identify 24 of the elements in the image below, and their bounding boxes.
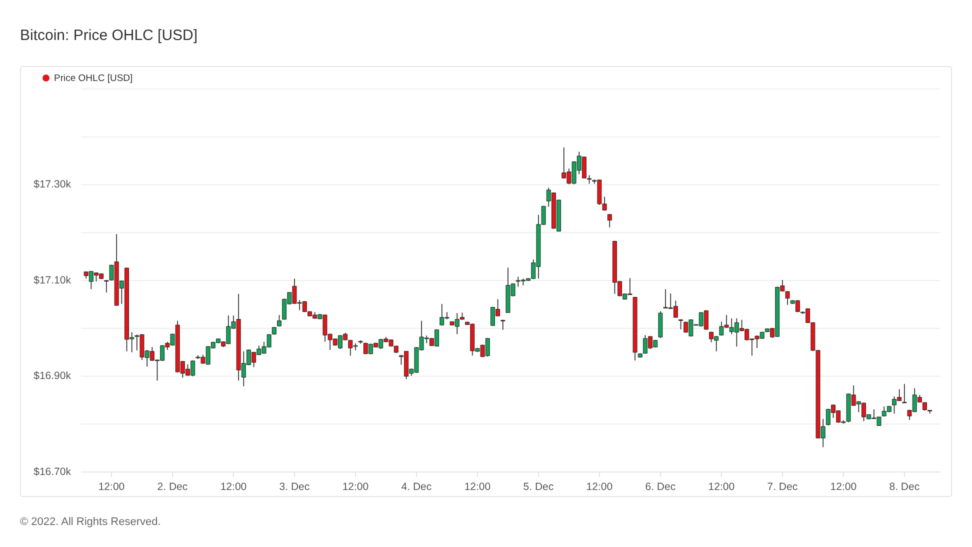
x-tick-label: 12:00 <box>342 480 369 493</box>
x-tick-label: 5. Dec <box>523 480 554 493</box>
x-tick-label: 12:00 <box>830 480 857 493</box>
x-tick-label: 7. Dec <box>767 480 798 493</box>
x-tick-label: 12:00 <box>708 480 735 493</box>
x-tick-label: 12:00 <box>464 480 491 493</box>
x-tick-label: 3. Dec <box>279 480 310 493</box>
y-tick-label: $17.30k <box>34 178 72 191</box>
y-tick-label: $16.90k <box>34 370 72 382</box>
candlestick <box>607 214 612 228</box>
legend-label: Price OHLC [USD] <box>54 72 133 84</box>
x-tick-label: 12:00 <box>220 480 247 493</box>
x-tick-label: 2. Dec <box>157 480 188 493</box>
candlestick <box>658 310 663 338</box>
chart-title: Bitcoin: Price OHLC [USD] <box>20 27 198 44</box>
x-tick-label: 6. Dec <box>645 480 676 493</box>
y-tick-label: $17.10k <box>34 274 72 286</box>
x-tick-label: 12:00 <box>98 480 125 493</box>
text: © 2022. All Rights Reserved. <box>20 516 161 528</box>
candlestick <box>277 314 282 327</box>
x-tick-label: 4. Dec <box>401 480 432 493</box>
x-tick-label: 12:00 <box>586 480 613 493</box>
y-tick-label: $16.70k <box>34 466 72 478</box>
x-tick-label: 8. Dec <box>889 480 920 493</box>
